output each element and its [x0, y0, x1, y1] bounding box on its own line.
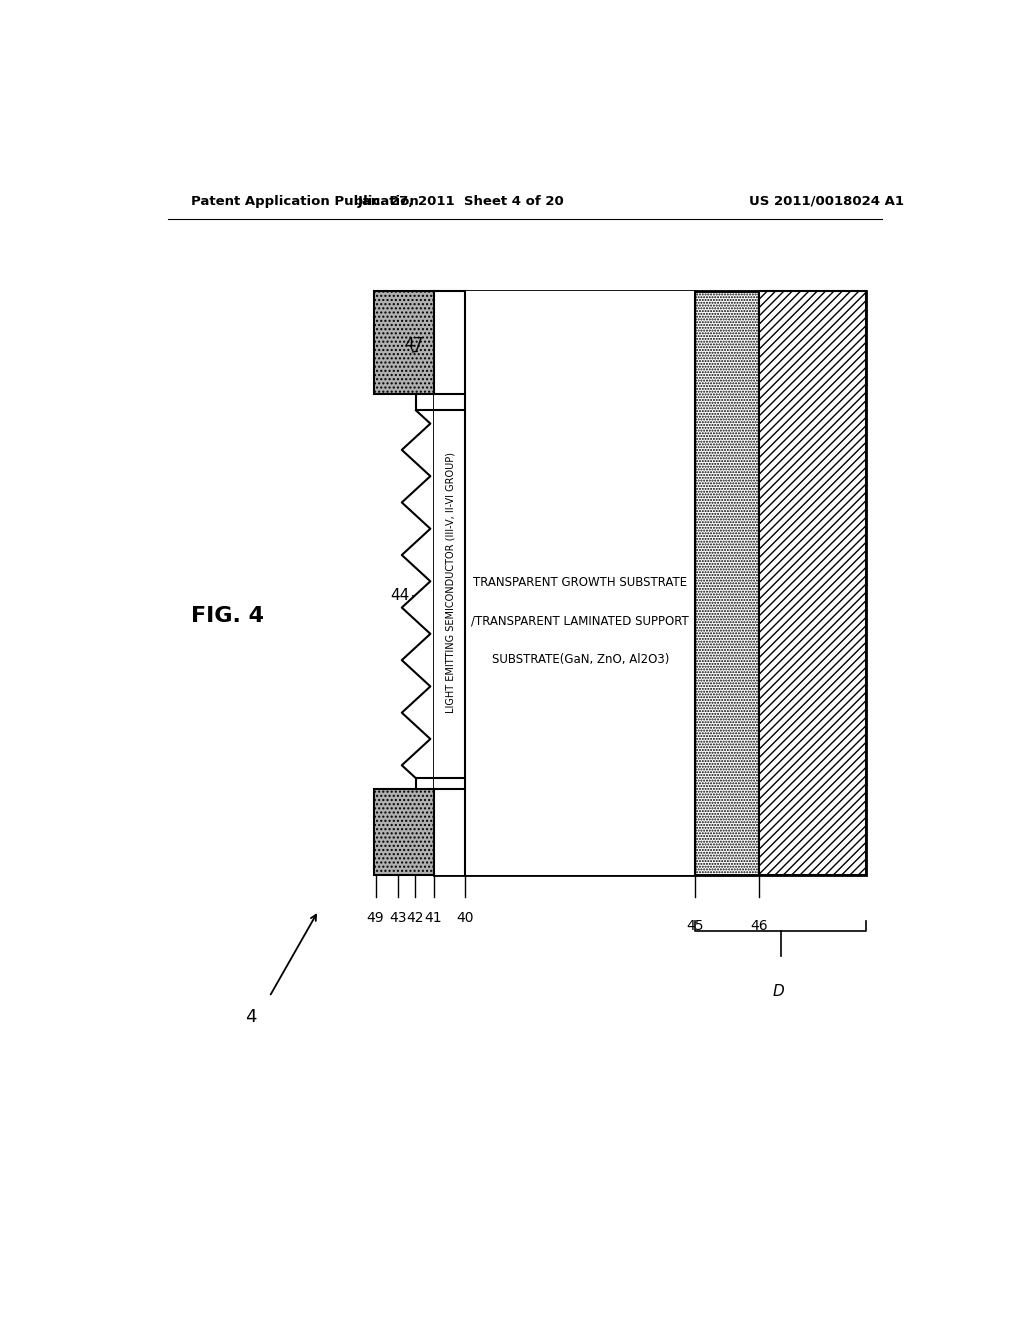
- Text: SUBSTRATE(GaN, ZnO, Al2O3): SUBSTRATE(GaN, ZnO, Al2O3): [492, 653, 669, 667]
- Bar: [374, 290, 433, 395]
- Text: 49: 49: [367, 911, 384, 924]
- Bar: [433, 290, 465, 875]
- Text: TRANSPARENT GROWTH SUBSTRATE: TRANSPARENT GROWTH SUBSTRATE: [473, 577, 687, 589]
- Text: 45: 45: [687, 919, 705, 933]
- Text: /TRANSPARENT LAMINATED SUPPORT: /TRANSPARENT LAMINATED SUPPORT: [471, 615, 689, 628]
- Text: 4: 4: [246, 1008, 257, 1026]
- Text: 43: 43: [389, 911, 407, 924]
- Text: Patent Application Publication: Patent Application Publication: [191, 194, 419, 207]
- Bar: [433, 290, 866, 875]
- Text: 46: 46: [751, 919, 768, 933]
- Text: 47: 47: [404, 337, 423, 351]
- Text: Jan. 27, 2011  Sheet 4 of 20: Jan. 27, 2011 Sheet 4 of 20: [358, 194, 564, 207]
- Text: 41: 41: [425, 911, 442, 924]
- Text: 42: 42: [407, 911, 424, 924]
- Bar: [695, 290, 759, 875]
- Text: US 2011/0018024 A1: US 2011/0018024 A1: [749, 194, 904, 207]
- Bar: [759, 290, 866, 875]
- Text: FIG. 4: FIG. 4: [191, 606, 264, 626]
- Text: 40: 40: [457, 911, 474, 924]
- Text: LIGHT EMITTING SEMICONDUCTOR (III-V, II-VI GROUP): LIGHT EMITTING SEMICONDUCTOR (III-V, II-…: [446, 453, 456, 713]
- Text: D: D: [773, 983, 784, 999]
- Text: 44: 44: [390, 587, 410, 603]
- Bar: [465, 290, 695, 875]
- Bar: [374, 788, 433, 875]
